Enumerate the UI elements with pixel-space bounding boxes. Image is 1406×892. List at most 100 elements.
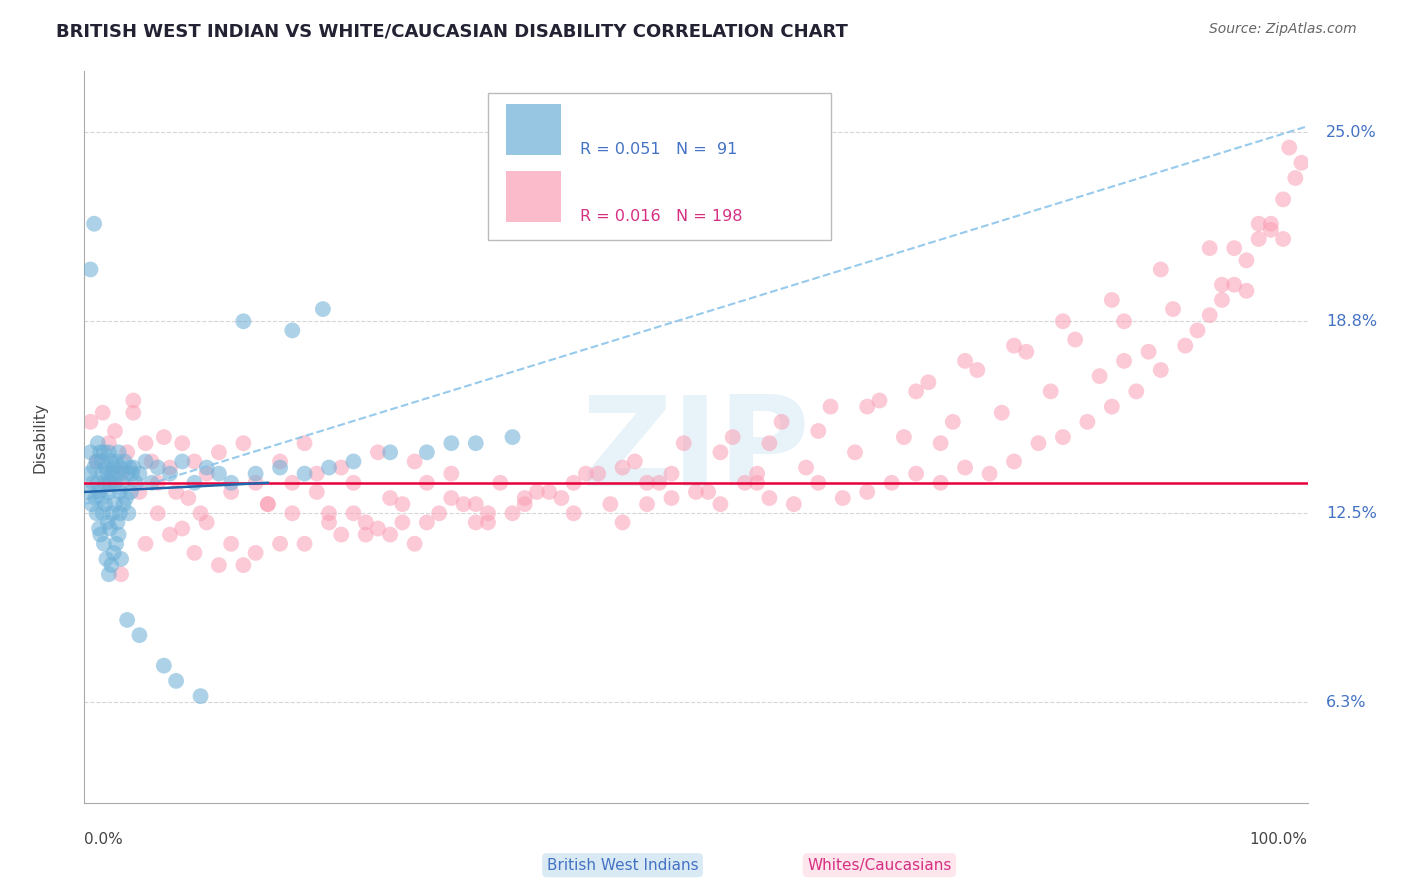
- Point: [79, 415, 101, 429]
- Text: 6.3%: 6.3%: [1326, 695, 1367, 710]
- Point: [165, 673, 187, 688]
- Point: [770, 415, 793, 429]
- Point: [1272, 192, 1295, 206]
- Point: [856, 485, 879, 500]
- Point: [1064, 333, 1087, 347]
- Point: [110, 567, 132, 582]
- Point: [794, 460, 817, 475]
- Point: [101, 506, 124, 520]
- Point: [94, 475, 117, 490]
- Point: [929, 475, 952, 490]
- Text: R = 0.051   N =  91: R = 0.051 N = 91: [579, 142, 737, 157]
- Point: [94, 497, 117, 511]
- Point: [245, 475, 267, 490]
- Point: [110, 460, 132, 475]
- Text: Source: ZipAtlas.com: Source: ZipAtlas.com: [1209, 22, 1357, 37]
- Point: [1198, 241, 1220, 255]
- Point: [122, 393, 145, 408]
- Point: [869, 393, 891, 408]
- Point: [208, 445, 231, 459]
- Point: [141, 475, 163, 490]
- Point: [575, 467, 598, 481]
- Point: [153, 430, 176, 444]
- Point: [107, 527, 129, 541]
- Point: [195, 467, 218, 481]
- Point: [416, 516, 439, 530]
- Point: [121, 467, 143, 481]
- Point: [1236, 284, 1258, 298]
- Point: [1211, 293, 1233, 307]
- Point: [97, 516, 120, 530]
- Point: [807, 475, 830, 490]
- Point: [165, 485, 187, 500]
- Point: [77, 467, 100, 481]
- Point: [979, 467, 1001, 481]
- Point: [942, 415, 965, 429]
- Point: [153, 658, 176, 673]
- Point: [89, 445, 111, 459]
- Point: [502, 506, 524, 520]
- Point: [880, 475, 903, 490]
- Point: [208, 558, 231, 573]
- Point: [1211, 277, 1233, 292]
- Point: [586, 467, 609, 481]
- Point: [135, 454, 157, 468]
- Point: [87, 436, 110, 450]
- Point: [624, 454, 647, 468]
- Point: [342, 475, 364, 490]
- Point: [294, 436, 316, 450]
- Point: [354, 516, 377, 530]
- Point: [183, 454, 205, 468]
- Point: [281, 323, 304, 337]
- Point: [104, 497, 127, 511]
- Point: [115, 445, 138, 459]
- Point: [562, 506, 585, 520]
- Point: [135, 436, 157, 450]
- Point: [108, 485, 131, 500]
- Point: [77, 485, 100, 500]
- Point: [929, 436, 952, 450]
- Point: [83, 217, 105, 231]
- Text: British West Indians: British West Indians: [547, 858, 699, 872]
- Point: [1174, 338, 1197, 352]
- Point: [281, 506, 304, 520]
- Point: [685, 485, 707, 500]
- Point: [232, 436, 254, 450]
- Point: [141, 454, 163, 468]
- Point: [91, 467, 114, 481]
- Point: [612, 460, 634, 475]
- Point: [118, 460, 141, 475]
- Point: [318, 506, 340, 520]
- Point: [1247, 217, 1270, 231]
- Point: [917, 375, 939, 389]
- Text: R = 0.016   N = 198: R = 0.016 N = 198: [579, 210, 742, 225]
- Point: [464, 436, 486, 450]
- Point: [125, 475, 148, 490]
- Point: [856, 400, 879, 414]
- Point: [219, 475, 242, 490]
- Point: [404, 454, 426, 468]
- Point: [758, 491, 780, 505]
- Point: [97, 475, 120, 490]
- Point: [489, 475, 512, 490]
- Point: [709, 445, 731, 459]
- Point: [550, 491, 572, 505]
- Point: [90, 454, 112, 468]
- Point: [294, 467, 316, 481]
- Point: [104, 475, 127, 490]
- Point: [783, 497, 806, 511]
- Point: [159, 460, 181, 475]
- Point: [195, 516, 218, 530]
- Point: [367, 445, 389, 459]
- Point: [464, 497, 486, 511]
- Point: [1260, 217, 1282, 231]
- Point: [1150, 363, 1173, 377]
- Point: [427, 506, 450, 520]
- Point: [636, 497, 658, 511]
- Point: [305, 467, 328, 481]
- Point: [115, 467, 138, 481]
- Point: [105, 454, 128, 468]
- Point: [721, 430, 744, 444]
- Point: [440, 436, 463, 450]
- Point: [453, 497, 475, 511]
